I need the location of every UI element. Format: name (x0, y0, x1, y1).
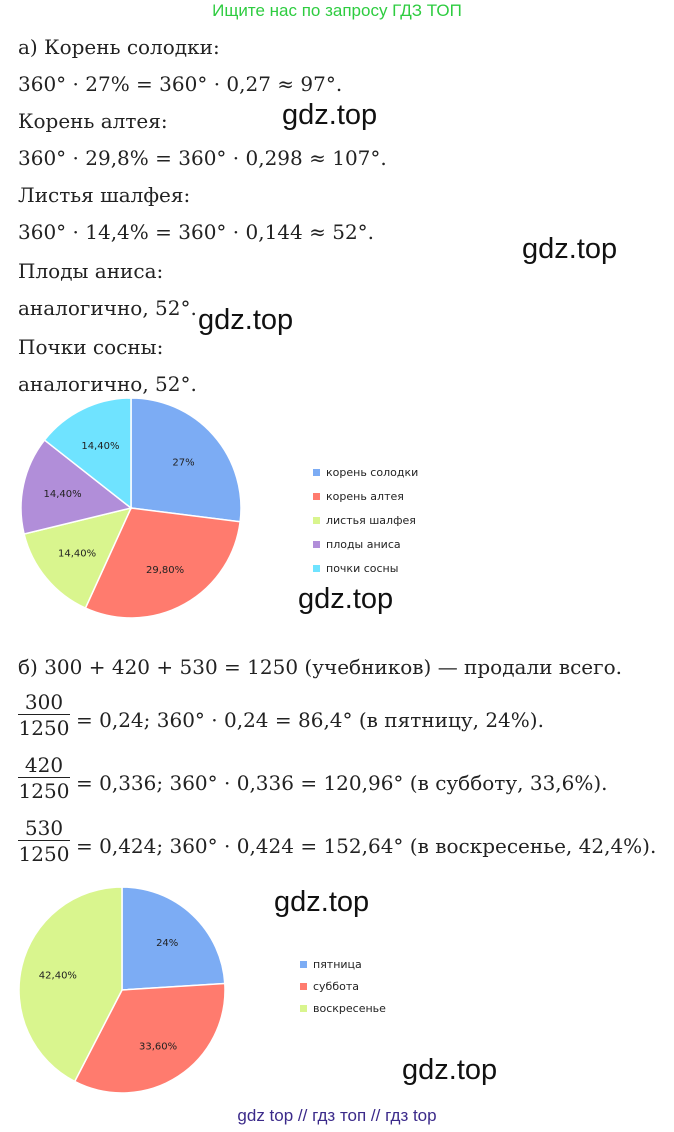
slice-label: 24% (156, 938, 178, 949)
fraction-result: = 0,24; 360° · 0,24 = 86,4° (в пятницу, … (76, 708, 544, 732)
legend-item: воскресенье (300, 1002, 386, 1015)
legend-item: корень алтея (313, 490, 404, 503)
legend-label: воскресенье (313, 1002, 386, 1015)
text-line: 360° · 27% = 360° · 0,27 ≈ 97°. (18, 72, 343, 96)
watermark: gdz.top (198, 304, 294, 336)
fraction-denominator: 1250 (18, 716, 70, 740)
fraction-denominator: 1250 (18, 842, 70, 866)
legend-label: корень солодки (326, 466, 419, 479)
text-line: Корень алтея: (18, 109, 168, 133)
slice-label: 33,60% (139, 1041, 177, 1052)
text-line: Почки сосны: (18, 335, 164, 359)
legend-swatch (313, 493, 320, 500)
legend-label: пятница (313, 958, 362, 971)
fraction-result: = 0,424; 360° · 0,424 = 152,64° (в воскр… (76, 834, 657, 858)
legend-swatch (300, 961, 307, 968)
legend-swatch (300, 1005, 307, 1012)
search-banner[interactable]: Ищите нас по запросу ГДЗ ТОП (212, 1, 462, 20)
legend-swatch (313, 541, 320, 548)
legend-item: суббота (300, 980, 359, 993)
text-line: 360° · 29,8% = 360° · 0,298 ≈ 107°. (18, 146, 387, 170)
pie-slice (121, 886, 226, 991)
slice-label: 14,40% (58, 549, 96, 560)
footer-links[interactable]: gdz top // гдз топ // гдз top (237, 1106, 437, 1125)
legend-item: листья шалфея (313, 514, 416, 527)
pie-slice (73, 982, 226, 1094)
fraction: 530 1250 (18, 816, 70, 867)
text-line: Плоды аниса: (18, 259, 164, 283)
watermark: gdz.top (522, 233, 618, 265)
legend-label: корень алтея (326, 490, 404, 503)
watermark: gdz.top (282, 99, 378, 131)
watermark: gdz.top (274, 886, 370, 918)
legend-swatch (313, 469, 320, 476)
slice-label: 14,40% (44, 489, 82, 500)
legend-label: листья шалфея (326, 514, 416, 527)
watermark: gdz.top (402, 1054, 498, 1086)
legend-item: почки сосны (313, 562, 398, 575)
fraction-numerator: 420 (24, 753, 64, 777)
fraction-result: = 0,336; 360° · 0,336 = 120,96° (в суббо… (76, 771, 608, 795)
watermark: gdz.top (298, 583, 394, 615)
slice-label: 29,80% (146, 565, 184, 576)
legend-item: пятница (300, 958, 362, 971)
text-line: аналогично, 52°. (18, 372, 197, 396)
chart-legend: пятница суббота воскресенье (300, 958, 420, 1028)
legend-swatch (300, 983, 307, 990)
legend-label: почки сосны (326, 562, 399, 575)
pie-chart-herbs: 27% 29,80% 14,40% 14,40% 14,40% (20, 397, 242, 619)
legend-swatch (313, 565, 320, 572)
text-line: аналогично, 52°. (18, 296, 197, 320)
text-line: б) 300 + 420 + 530 = 1250 (учебников) — … (18, 655, 623, 679)
fraction-bar (18, 840, 70, 841)
pie-slice (84, 507, 241, 619)
slice-label: 42,40% (39, 970, 77, 981)
fraction-numerator: 530 (24, 816, 64, 840)
pie-slice (20, 438, 133, 535)
slice-label: 14,40% (81, 441, 119, 452)
fraction-denominator: 1250 (18, 779, 70, 803)
legend-swatch (313, 517, 320, 524)
pie-slice (23, 506, 133, 610)
fraction: 420 1250 (18, 753, 70, 804)
fraction-bar (18, 777, 70, 778)
legend-item: плоды аниса (313, 538, 401, 551)
slice-label: 27% (172, 458, 194, 469)
chart-legend: корень солодки корень алтея листья шалфея п… (313, 466, 473, 586)
fraction: 300 1250 (18, 690, 70, 741)
legend-label: суббота (313, 980, 360, 993)
pie-slice (18, 886, 123, 1083)
fraction-numerator: 300 (24, 690, 64, 714)
pie-slice (43, 397, 132, 510)
legend-item: корень солодки (313, 466, 418, 479)
pie-chart-textbooks: 24% 33,60% 42,40% (18, 886, 226, 1094)
legend-label: плоды аниса (326, 538, 401, 551)
text-line: Листья шалфея: (18, 183, 191, 207)
text-line: а) Корень солодки: (18, 35, 220, 59)
fraction-bar (18, 714, 70, 715)
pie-slice (130, 397, 242, 523)
text-line: 360° · 14,4% = 360° · 0,144 ≈ 52°. (18, 220, 375, 244)
